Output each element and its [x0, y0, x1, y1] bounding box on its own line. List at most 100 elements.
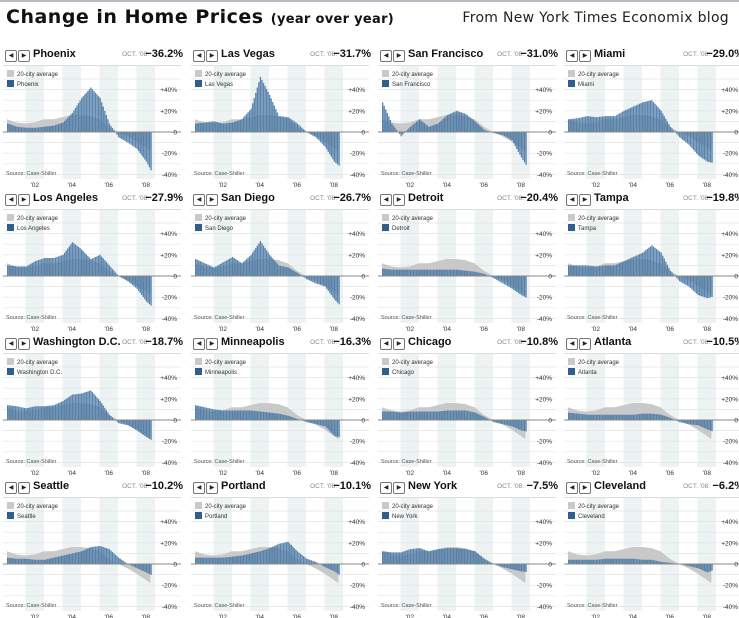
prev-button[interactable]: ◀ — [193, 50, 205, 62]
bar — [134, 276, 137, 288]
bar — [310, 420, 312, 424]
y-tick-label: +20% — [721, 540, 738, 547]
bar — [592, 266, 595, 276]
prev-button[interactable]: ◀ — [566, 338, 578, 350]
bar — [248, 410, 251, 420]
bar — [14, 126, 17, 132]
bar — [264, 412, 266, 420]
bar — [40, 259, 43, 276]
bar — [460, 270, 462, 276]
next-button[interactable]: ▶ — [393, 194, 405, 206]
bar — [415, 411, 418, 420]
bar — [141, 132, 143, 156]
bar — [312, 132, 314, 136]
prev-button[interactable]: ◀ — [5, 194, 17, 206]
bar — [472, 412, 475, 420]
prev-button[interactable]: ◀ — [380, 194, 392, 206]
bar — [204, 407, 206, 420]
prev-button[interactable]: ◀ — [566, 194, 578, 206]
next-button[interactable]: ▶ — [18, 50, 30, 62]
next-button[interactable]: ▶ — [206, 338, 218, 350]
bar — [503, 276, 506, 285]
bar — [665, 416, 667, 420]
bar — [394, 411, 396, 420]
bar — [242, 117, 245, 132]
bar — [221, 123, 223, 132]
bar — [64, 399, 66, 420]
bar — [700, 564, 702, 570]
bar — [517, 276, 520, 293]
bar — [417, 120, 419, 132]
y-tick-label: -20% — [350, 295, 365, 302]
prev-button[interactable]: ◀ — [380, 50, 392, 62]
bar — [315, 132, 317, 138]
bar — [699, 132, 701, 157]
legend-swatch-city — [568, 80, 575, 87]
next-button[interactable]: ▶ — [579, 482, 591, 494]
bar — [322, 420, 325, 427]
next-button[interactable]: ▶ — [18, 194, 30, 206]
bar — [76, 394, 78, 420]
bar — [655, 248, 658, 276]
prev-button[interactable]: ◀ — [5, 338, 17, 350]
bar — [248, 553, 251, 564]
prev-button[interactable]: ◀ — [5, 50, 17, 62]
x-tick-label: '08 — [142, 326, 151, 333]
next-button[interactable]: ▶ — [579, 338, 591, 350]
next-button[interactable]: ▶ — [206, 482, 218, 494]
prev-button[interactable]: ◀ — [5, 482, 17, 494]
bar — [600, 116, 602, 132]
prev-button[interactable]: ◀ — [380, 482, 392, 494]
bar — [88, 89, 91, 132]
next-button[interactable]: ▶ — [579, 50, 591, 62]
bar — [34, 261, 37, 276]
bar — [310, 276, 312, 282]
bar — [671, 128, 673, 132]
bar — [584, 414, 587, 420]
bar — [225, 260, 228, 276]
bar — [201, 261, 203, 276]
bar — [142, 420, 145, 435]
prev-button[interactable]: ◀ — [193, 194, 205, 206]
bar — [225, 557, 228, 564]
city-name: Los Angeles — [33, 192, 98, 204]
bar — [422, 411, 424, 420]
bar — [460, 548, 462, 564]
bar — [22, 127, 24, 132]
prev-button[interactable]: ◀ — [193, 338, 205, 350]
bar — [27, 265, 29, 276]
prev-button[interactable]: ◀ — [193, 482, 205, 494]
next-button[interactable]: ▶ — [393, 338, 405, 350]
bar — [468, 411, 470, 420]
next-button[interactable]: ▶ — [18, 338, 30, 350]
prev-button[interactable]: ◀ — [566, 482, 578, 494]
next-button[interactable]: ▶ — [393, 50, 405, 62]
latest-change: −10.5% — [706, 336, 739, 348]
prev-button[interactable]: ◀ — [566, 50, 578, 62]
bar — [389, 411, 392, 420]
bar — [287, 267, 289, 276]
next-button[interactable]: ▶ — [206, 194, 218, 206]
bar — [256, 87, 259, 132]
bar — [59, 255, 61, 276]
next-button[interactable]: ▶ — [579, 194, 591, 206]
y-tick-label: -40% — [350, 460, 365, 467]
x-tick-label: '02 — [592, 182, 601, 189]
bar — [400, 552, 402, 564]
date-label: OCT. '08: — [122, 339, 149, 346]
bar — [466, 270, 469, 276]
next-button[interactable]: ▶ — [393, 482, 405, 494]
bar — [580, 117, 582, 132]
next-button[interactable]: ▶ — [18, 482, 30, 494]
bar — [688, 420, 690, 425]
bar — [697, 132, 699, 156]
bar — [439, 411, 441, 420]
bar — [638, 559, 641, 564]
bar — [134, 564, 137, 568]
bar — [638, 103, 641, 132]
prev-button[interactable]: ◀ — [380, 338, 392, 350]
bar — [569, 412, 571, 420]
next-button[interactable]: ▶ — [206, 50, 218, 62]
bar — [273, 260, 275, 276]
